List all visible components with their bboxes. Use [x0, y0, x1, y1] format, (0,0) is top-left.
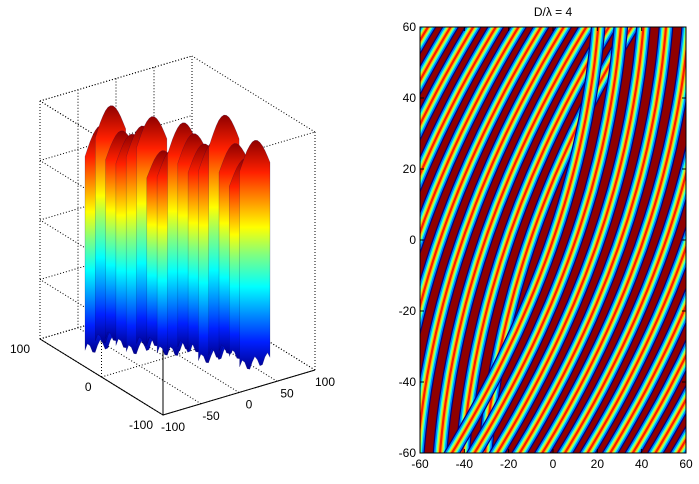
- heatmap-title: D/λ = 4: [534, 5, 573, 19]
- fringe: [541, 44, 686, 453]
- heatmap-x-tick-label: 40: [635, 457, 649, 471]
- fringe: [420, 27, 543, 311]
- heatmap-x-tick-label: 0: [550, 457, 557, 471]
- heatmap-x-tick-label: 60: [679, 457, 693, 471]
- heatmap-stripes: [257, 0, 686, 484]
- surface-x-tick-label: -100: [161, 420, 185, 434]
- fringe: [420, 27, 520, 236]
- x-axis-line: [162, 369, 316, 416]
- surface-y-tick-label: 0: [85, 380, 92, 394]
- fringe: [484, 27, 633, 453]
- fringe: [631, 353, 686, 453]
- surface-x-tick-label: -50: [202, 409, 220, 423]
- fringe: [495, 27, 645, 453]
- y-axis-line: [39, 338, 164, 416]
- surface-ridges: [84, 105, 271, 370]
- heatmap-y-tick-label: -60: [399, 446, 417, 460]
- surface-y-tick-label: 100: [10, 342, 30, 356]
- box-edge: [162, 131, 316, 178]
- heatmap-y-tick-label: 60: [403, 20, 417, 34]
- fringe: [420, 27, 475, 127]
- fringe: [257, 0, 428, 484]
- fringe: [257, 0, 428, 484]
- fringe: [420, 27, 565, 436]
- fringe: [654, 397, 686, 453]
- fringe: [257, 0, 428, 484]
- fringe: [257, 0, 428, 484]
- heatmap-x-tick-label: -20: [500, 457, 518, 471]
- heatmap-x-tick-label: -40: [456, 457, 474, 471]
- fringe: [473, 27, 622, 453]
- fringe: [438, 27, 588, 453]
- heatmap-y-tick-label: -20: [399, 304, 417, 318]
- heatmap-y-ticks: -60 -40 -20 0 20 40 60: [399, 20, 686, 460]
- fringe: [518, 27, 668, 453]
- heatmap-chart: D/λ = 4 -60 -40 -20 0 20 40 60 -60 -40 -20 0 20 40 6…: [257, 0, 693, 484]
- heatmap-y-tick-label: -40: [399, 375, 417, 389]
- heatmap-y-tick-label: 20: [403, 162, 417, 176]
- fringe: [257, 0, 428, 484]
- fringe: [420, 27, 498, 177]
- heatmap-y-tick-label: 0: [409, 233, 416, 247]
- heatmap-x-tick-label: -60: [411, 457, 429, 471]
- heatmap-y-tick-label: 40: [403, 91, 417, 105]
- fringe: [563, 169, 686, 453]
- surface-y-ticks: -100 0 100: [10, 342, 153, 432]
- surface-ridge: [239, 140, 271, 370]
- fringe: [586, 244, 686, 453]
- fringe: [608, 303, 686, 453]
- surface-x-ticks: -100 -50 0 50 100: [161, 375, 335, 434]
- surface-x-tick-label: 50: [280, 386, 294, 400]
- fringe: [450, 27, 600, 453]
- surface-x-tick-label: 100: [315, 375, 335, 389]
- grid-line: [39, 115, 193, 161]
- surface-x-tick-label: 0: [246, 398, 253, 412]
- grid-line: [39, 55, 193, 102]
- surface-y-tick-label: -100: [129, 418, 153, 432]
- fringe: [420, 27, 452, 83]
- fringe: [461, 27, 611, 453]
- heatmap-x-ticks: -60 -40 -20 0 20 40 60: [411, 27, 693, 471]
- heatmap-x-tick-label: 20: [591, 457, 605, 471]
- box-edge: [191, 55, 316, 133]
- fringe: [257, 0, 428, 484]
